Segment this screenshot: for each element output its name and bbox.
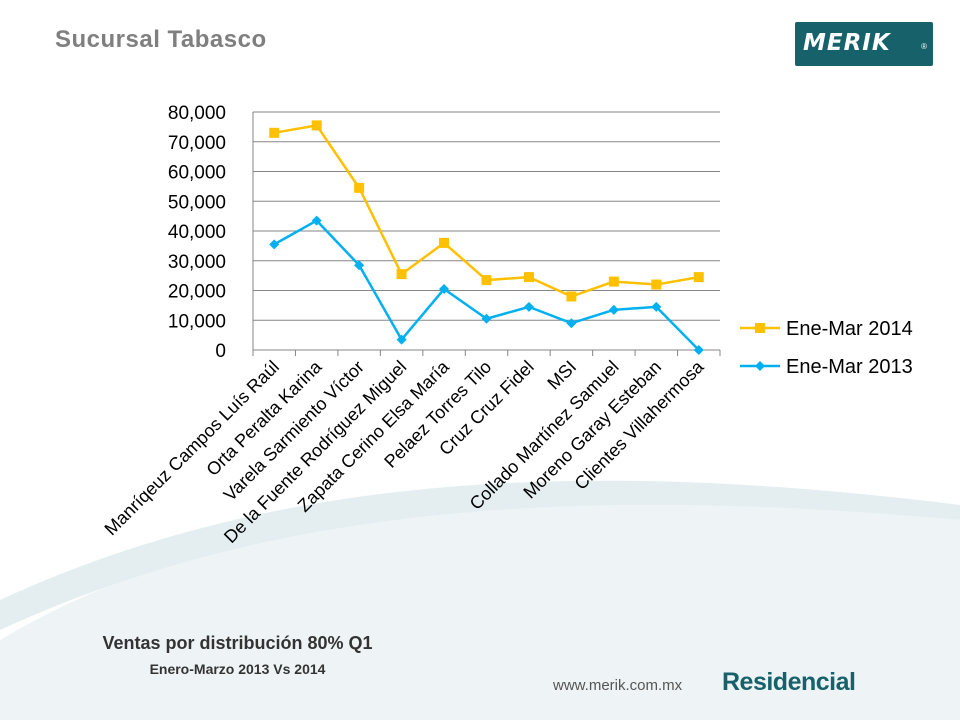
y-tick-label: 10,000 xyxy=(168,311,226,332)
data-point-square xyxy=(523,272,534,283)
data-point-square xyxy=(693,272,704,283)
series-line xyxy=(273,219,700,351)
data-point-square xyxy=(439,237,450,248)
series-line xyxy=(274,124,699,298)
merik-logo: MERIK ® xyxy=(795,22,933,66)
axes xyxy=(252,112,721,356)
data-point-diamond xyxy=(755,361,765,371)
data-point-square xyxy=(396,269,407,280)
data-point-diamond xyxy=(354,260,365,271)
y-tick-label: 50,000 xyxy=(168,192,226,213)
data-point-diamond xyxy=(439,284,450,295)
y-tick-labels: 0 10,000 20,000 30,000 40,000 50,000 60,000 70,… xyxy=(168,103,226,362)
data-point-square xyxy=(566,291,577,302)
data-point-diamond xyxy=(566,318,577,329)
legend-entry: Ene-Mar 2013 xyxy=(740,356,913,378)
legend-entry: Ene-Mar 2014 xyxy=(740,318,913,340)
data-point-square xyxy=(354,182,365,193)
data-point-diamond xyxy=(693,345,704,355)
data-point-diamond xyxy=(481,313,492,324)
data-point-square xyxy=(481,275,492,286)
data-point-diamond xyxy=(311,215,322,226)
data-point-diamond xyxy=(608,304,619,315)
legend-label: Ene-Mar 2013 xyxy=(786,356,913,378)
legend-label: Ene-Mar 2014 xyxy=(786,318,913,340)
chart-subtitle-period: Enero-Marzo 2013 Vs 2014 xyxy=(149,661,326,677)
data-point-diamond xyxy=(651,301,662,312)
y-tick-label: 70,000 xyxy=(168,133,226,154)
y-tick-label: 0 xyxy=(215,341,226,362)
data-point-diamond xyxy=(523,301,534,312)
y-tick-label: 60,000 xyxy=(168,163,226,184)
website-link[interactable]: www.merik.com.mx xyxy=(553,677,683,694)
brand-footer: Residencial xyxy=(722,668,856,696)
data-point-square xyxy=(755,323,765,333)
y-tick-label: 40,000 xyxy=(168,222,226,243)
data-point-square xyxy=(651,279,662,290)
series-group xyxy=(269,120,704,302)
logo-text: MERIK xyxy=(803,30,891,56)
y-tick-label: 80,000 xyxy=(168,103,226,124)
logo-registered-mark: ® xyxy=(921,42,927,51)
data-point-square xyxy=(311,120,322,131)
y-tick-label: 30,000 xyxy=(168,252,226,273)
data-point-square xyxy=(269,127,280,138)
x-tick-label: MSI xyxy=(543,357,580,394)
chart-subtitle: Ventas por distribución 80% Q1 xyxy=(102,633,373,653)
legend: Ene-Mar 2014 Ene-Mar 2013 xyxy=(740,318,913,378)
series-group xyxy=(269,215,704,355)
series xyxy=(269,120,704,355)
page-title: Sucursal Tabasco xyxy=(55,26,267,53)
y-tick-label: 20,000 xyxy=(168,282,226,303)
data-point-square xyxy=(608,276,619,287)
data-point-diamond xyxy=(396,334,407,345)
data-point-diamond xyxy=(269,239,280,250)
